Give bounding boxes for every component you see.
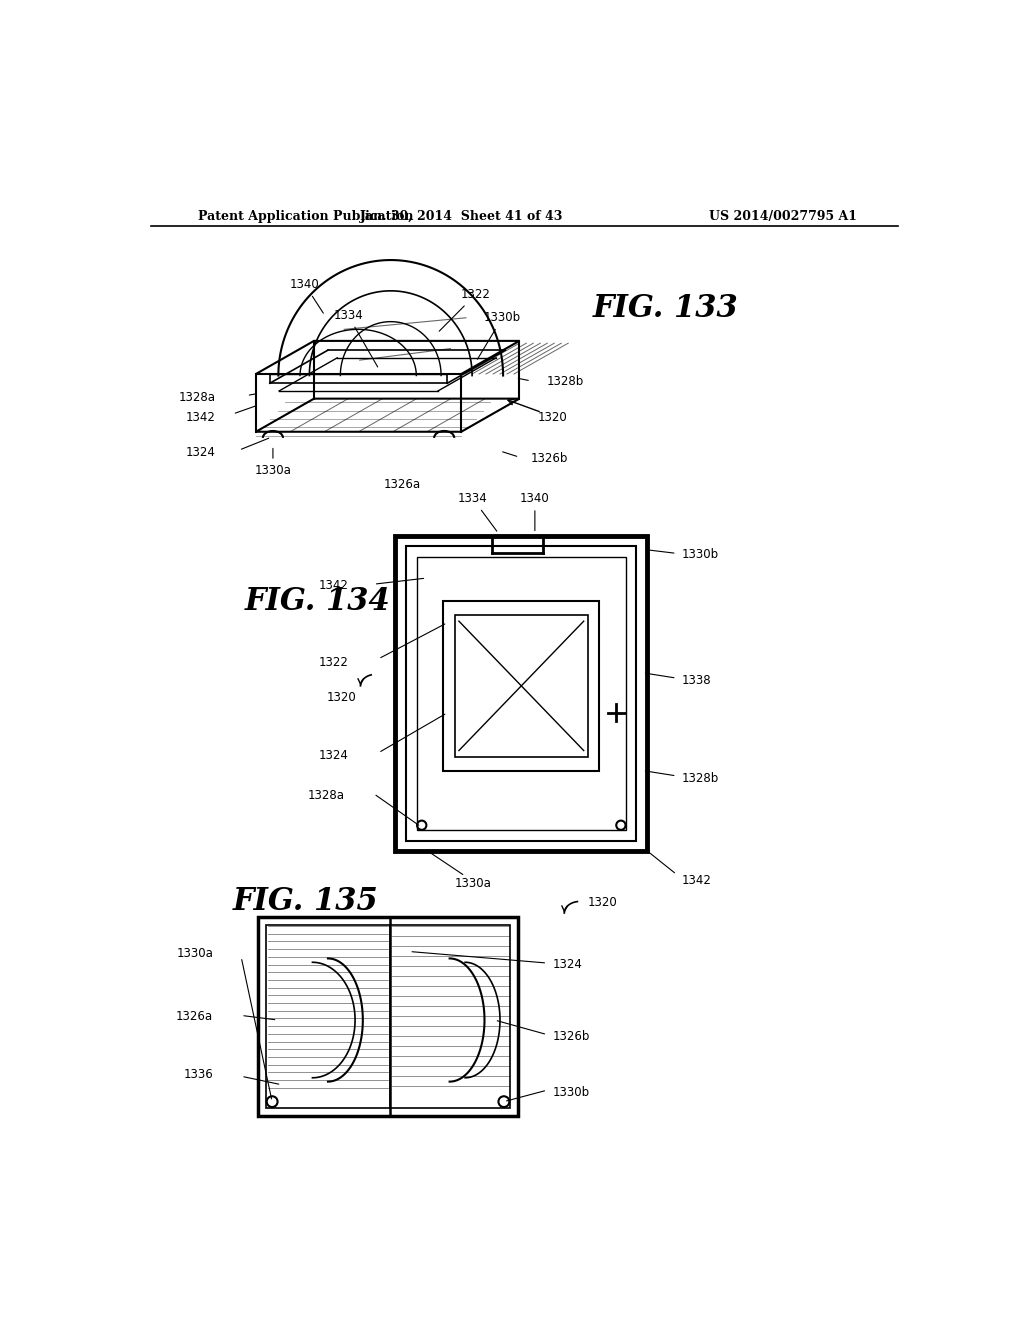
- Text: 1330a: 1330a: [176, 948, 213, 961]
- Text: 1328a: 1328a: [178, 391, 216, 404]
- Text: US 2014/0027795 A1: US 2014/0027795 A1: [710, 210, 857, 223]
- Text: 1330b: 1330b: [477, 312, 521, 359]
- Text: 1322: 1322: [439, 288, 490, 331]
- Text: 1326a: 1326a: [384, 478, 421, 491]
- Text: 1326a: 1326a: [176, 1010, 213, 1023]
- Text: 1326b: 1326b: [553, 1030, 590, 1043]
- Text: 1334: 1334: [458, 492, 497, 531]
- Text: 1328b: 1328b: [547, 375, 584, 388]
- Text: FIG. 135: FIG. 135: [232, 886, 379, 917]
- Text: 1324: 1324: [185, 446, 216, 459]
- Text: Patent Application Publication: Patent Application Publication: [198, 210, 414, 223]
- Text: 1320: 1320: [327, 690, 356, 704]
- Text: 1338: 1338: [682, 675, 712, 686]
- Text: 1330b: 1330b: [553, 1086, 590, 1100]
- Text: 1330a: 1330a: [455, 878, 492, 890]
- Text: 1326b: 1326b: [531, 453, 568, 465]
- Text: 1320: 1320: [538, 412, 567, 425]
- Text: 1328b: 1328b: [682, 772, 720, 785]
- Text: 1330b: 1330b: [682, 548, 719, 561]
- Text: 1334: 1334: [333, 309, 378, 367]
- Text: 1328a: 1328a: [308, 789, 345, 803]
- Text: 1340: 1340: [520, 492, 550, 531]
- Text: 1342: 1342: [682, 874, 712, 887]
- Text: 1320: 1320: [588, 896, 617, 909]
- Text: FIG. 133: FIG. 133: [593, 293, 738, 323]
- Text: 1322: 1322: [319, 656, 349, 669]
- Text: Jan. 30, 2014  Sheet 41 of 43: Jan. 30, 2014 Sheet 41 of 43: [359, 210, 563, 223]
- Text: 1324: 1324: [319, 748, 349, 762]
- Text: 1342: 1342: [185, 412, 216, 425]
- Text: FIG. 134: FIG. 134: [245, 586, 390, 616]
- Text: 1342: 1342: [319, 579, 349, 593]
- Text: 1336: 1336: [183, 1068, 213, 1081]
- Text: 1330a: 1330a: [255, 463, 292, 477]
- Text: 1324: 1324: [553, 958, 583, 972]
- Text: 1340: 1340: [290, 279, 324, 313]
